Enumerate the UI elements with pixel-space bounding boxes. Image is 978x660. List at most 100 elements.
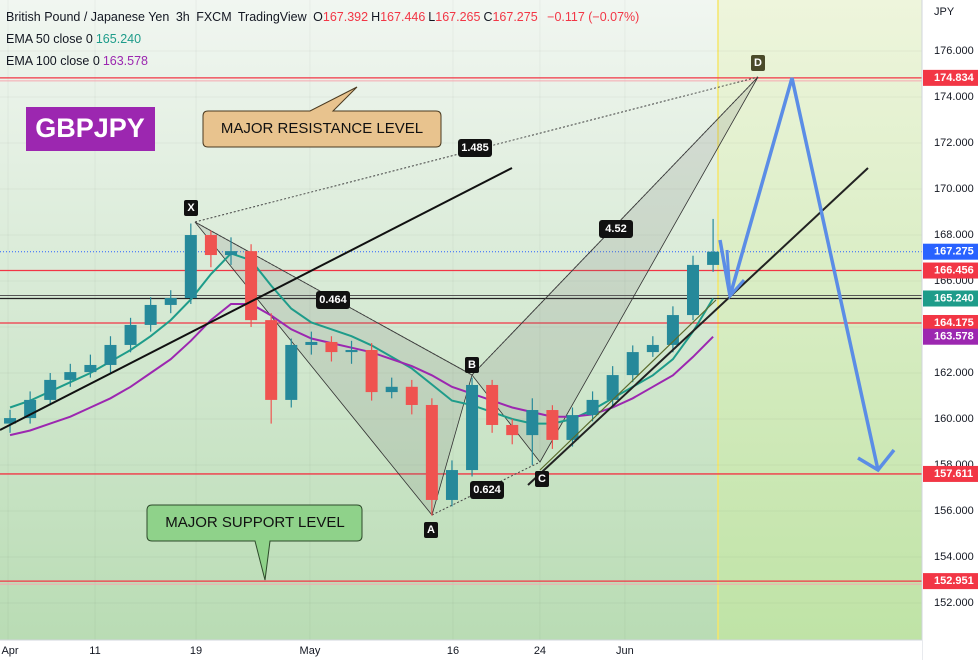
candle-body <box>44 379 57 400</box>
symbol-row: British Pound / Japanese Yen 3h FXCM Tra… <box>6 6 642 28</box>
callout: MAJOR RESISTANCE LEVEL <box>221 120 423 137</box>
candle-body <box>144 304 157 325</box>
candle-body <box>606 375 619 400</box>
x-tick-label: 24 <box>534 645 546 657</box>
trendline <box>539 299 717 471</box>
pattern-point-bg <box>465 357 479 373</box>
ohlc-label: H <box>371 10 381 24</box>
ratio-bg <box>316 291 350 309</box>
candle-body <box>345 350 358 353</box>
y-tick-label: 174.000 <box>934 91 974 103</box>
arrow-head <box>857 448 896 473</box>
y-tick-label: 156.000 <box>934 505 974 517</box>
y-tick-label: 172.000 <box>934 137 974 149</box>
source: TradingView <box>237 10 307 24</box>
pattern-point-bg <box>184 200 198 216</box>
pattern-point-bg <box>751 55 765 71</box>
candle-body <box>646 344 659 353</box>
pattern-point-bg <box>535 471 549 487</box>
ohlc: O167.392 H167.446 L167.265 C167.275 <box>313 10 541 24</box>
candle-body <box>4 418 17 424</box>
price-marker-bg <box>923 262 978 279</box>
y-tick-label: 152.000 <box>934 597 974 609</box>
price-marker: 163.578 <box>934 331 974 343</box>
exchange: FXCM <box>196 10 232 24</box>
candle-body <box>385 386 398 393</box>
ohlc-value: 167.446 <box>380 10 426 24</box>
ratio-bg <box>470 481 504 499</box>
indicator: EMA 50 close 0 165.240 <box>6 28 642 50</box>
ohlc-label: C <box>483 10 493 24</box>
y-tick-label: 154.000 <box>934 551 974 563</box>
projection-bg <box>718 0 922 640</box>
indicators: EMA 50 close 0 165.240 EMA 100 close 0 163.… <box>6 28 642 72</box>
currency: JPY <box>934 6 955 18</box>
pattern-point: C <box>538 473 546 485</box>
candle-body <box>506 424 519 436</box>
candle-body <box>626 352 639 376</box>
candle-body <box>425 404 438 500</box>
change: −0.117 (−0.07%) <box>547 10 640 24</box>
candle-body <box>64 372 77 380</box>
ratio-label: 0.464 <box>319 294 347 306</box>
candle-body <box>707 251 720 265</box>
x-tick-label: Apr <box>1 645 18 657</box>
price-marker-bg <box>923 328 978 345</box>
candle-body <box>245 251 258 321</box>
price-marker-bg <box>923 69 978 86</box>
callout: MAJOR SUPPORT LEVEL <box>165 514 345 531</box>
candle-body <box>84 364 97 373</box>
badge-bg <box>26 107 155 151</box>
ratio-label: 1.485 <box>461 142 489 154</box>
candle-body <box>546 410 559 440</box>
ohlc-label: O <box>313 10 323 24</box>
y-tick-label: 170.000 <box>934 183 974 195</box>
indicator-value: 165.240 <box>95 32 142 46</box>
price-marker-bg <box>923 573 978 590</box>
candle-body <box>124 324 137 345</box>
candle-body <box>486 384 499 425</box>
price-marker-bg <box>923 290 978 307</box>
y-tick-label: 160.000 <box>934 413 974 425</box>
candle-body <box>526 410 539 436</box>
legend: British Pound / Japanese Yen 3h FXCM Tra… <box>6 6 642 72</box>
ohlc-value: 167.275 <box>492 10 538 24</box>
pattern-point: X <box>187 202 195 214</box>
candle-body <box>466 384 479 471</box>
candle-body <box>405 386 418 405</box>
ratio-bg <box>599 220 633 238</box>
candle-body <box>104 344 117 365</box>
x-tick-label: May <box>300 645 321 657</box>
pattern-point: D <box>754 57 762 69</box>
candle-body <box>365 350 378 393</box>
ohlc-label: L <box>428 10 436 24</box>
interval: 3h <box>175 10 190 24</box>
candle-body <box>164 298 177 305</box>
price-marker: 167.275 <box>934 246 974 258</box>
indicator-value: 163.578 <box>102 54 148 68</box>
price-marker: 152.951 <box>934 575 974 587</box>
price-marker: 165.240 <box>934 292 974 304</box>
x-tick-label: 16 <box>447 645 459 657</box>
y-tick-label: 176.000 <box>934 45 974 57</box>
y-tick-label: 162.000 <box>934 367 974 379</box>
trendline <box>527 167 869 486</box>
callout-box <box>146 504 363 581</box>
callout-box <box>202 86 442 148</box>
candle-body <box>566 415 579 440</box>
x-tick-label: 11 <box>89 645 100 657</box>
y-tick-label: 168.000 <box>934 229 974 241</box>
candle-body <box>225 251 238 256</box>
candle-body <box>325 341 338 353</box>
price-marker: 166.456 <box>934 264 974 276</box>
symbol: British Pound / Japanese Yen <box>6 10 170 24</box>
ohlc-value: 167.392 <box>322 10 369 24</box>
candle-body <box>445 470 458 500</box>
pattern-point: B <box>468 359 476 371</box>
ratio-label: 0.624 <box>473 484 501 496</box>
x-tick-label: 19 <box>190 645 202 657</box>
price-marker: 174.834 <box>934 72 975 84</box>
projection-arrow <box>718 77 880 471</box>
